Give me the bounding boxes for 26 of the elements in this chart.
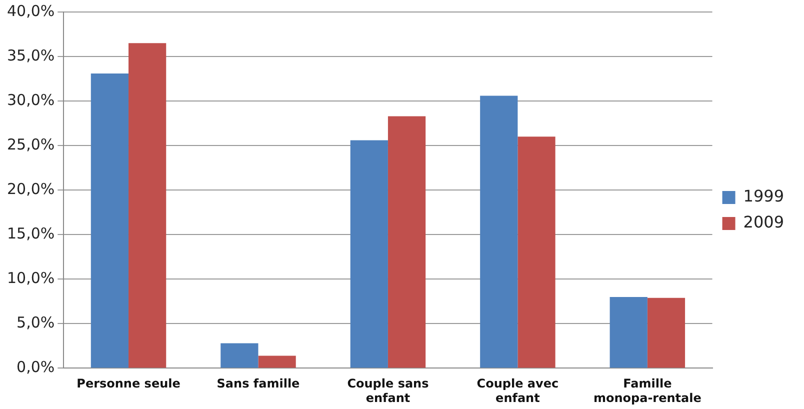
- bar: [90, 73, 129, 368]
- bar: [610, 296, 648, 368]
- y-tick-label: 5,0%: [16, 314, 55, 332]
- x-tick-label: Sans famille: [216, 376, 300, 391]
- bar: [518, 136, 556, 368]
- y-tick-label: 30,0%: [6, 90, 55, 109]
- legend-label: 1999: [743, 186, 784, 206]
- x-tick-label: Couple avec enfant: [476, 376, 559, 405]
- legend-label: 2009: [743, 212, 784, 232]
- bar: [258, 356, 296, 368]
- bar: [388, 116, 426, 368]
- bar: [480, 96, 518, 368]
- x-tick-label: Personne seule: [76, 376, 180, 391]
- y-tick-label: 10,0%: [6, 269, 55, 288]
- bar: [128, 43, 166, 368]
- y-tick-label: 40,0%: [6, 2, 55, 20]
- x-tick-label: Couple sans enfant: [347, 376, 429, 405]
- y-tick-label: 0,0%: [16, 358, 55, 376]
- bar: [647, 298, 686, 368]
- bar: [350, 140, 388, 368]
- y-tick-label: 20,0%: [6, 180, 55, 198]
- y-tick-label: 25,0%: [6, 135, 55, 154]
- bar: [220, 343, 258, 368]
- x-tick-label: Famille monopa-rentale: [593, 376, 702, 405]
- y-tick-label: 15,0%: [6, 224, 55, 243]
- y-tick-label: 35,0%: [6, 46, 55, 64]
